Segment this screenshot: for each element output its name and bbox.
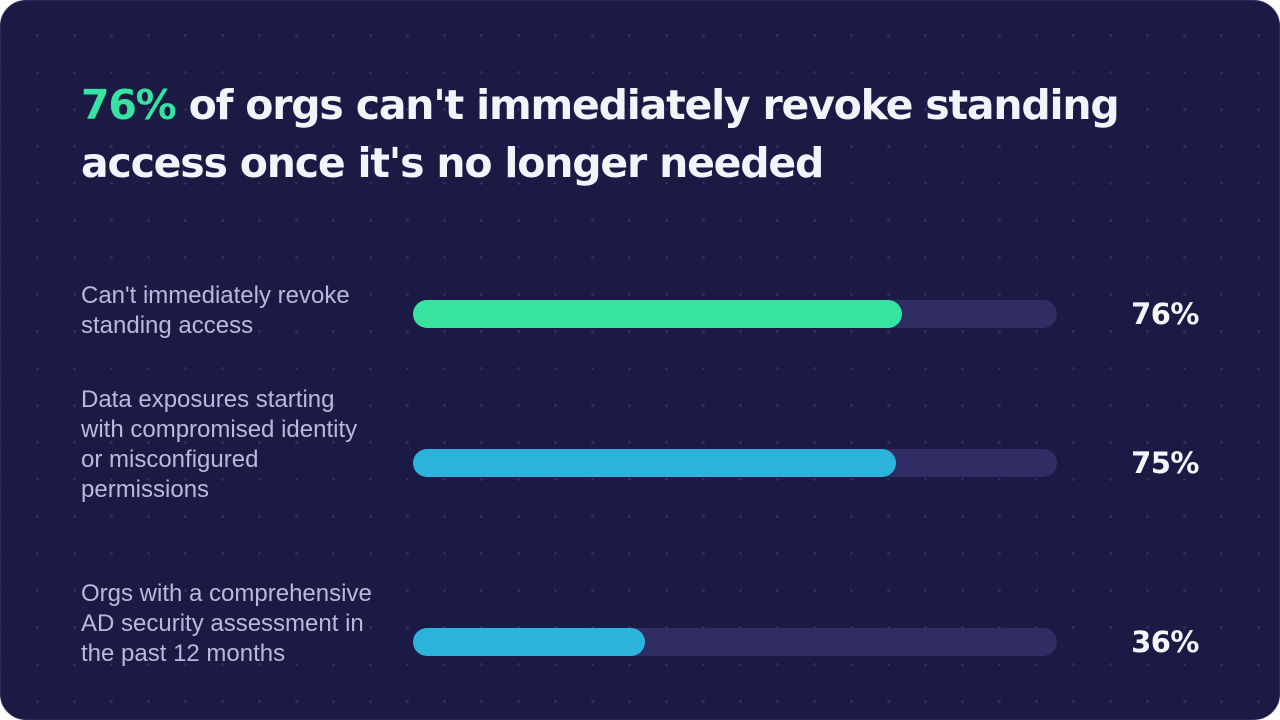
bar-label: Can't immediately revoke standing access (81, 282, 350, 339)
bar-label: Data exposures starting with compromised… (81, 386, 358, 503)
chart-title: 76% of orgs can't immediately revoke sta… (81, 76, 1201, 192)
bar-track (413, 449, 1057, 477)
bar (413, 300, 902, 328)
bar-value-label: 75% (1131, 446, 1199, 480)
bar (413, 449, 896, 477)
title-highlight: 76% (81, 81, 177, 129)
title-rest: of orgs can't immediately revoke standin… (81, 81, 1120, 187)
bar-track (413, 300, 1057, 328)
bar-value-label: 76% (1131, 297, 1199, 331)
bar (413, 628, 645, 656)
bar-label: Orgs with a comprehensive AD security as… (81, 580, 372, 667)
bar-value-label: 36% (1131, 625, 1199, 659)
bar-track (413, 628, 1057, 656)
